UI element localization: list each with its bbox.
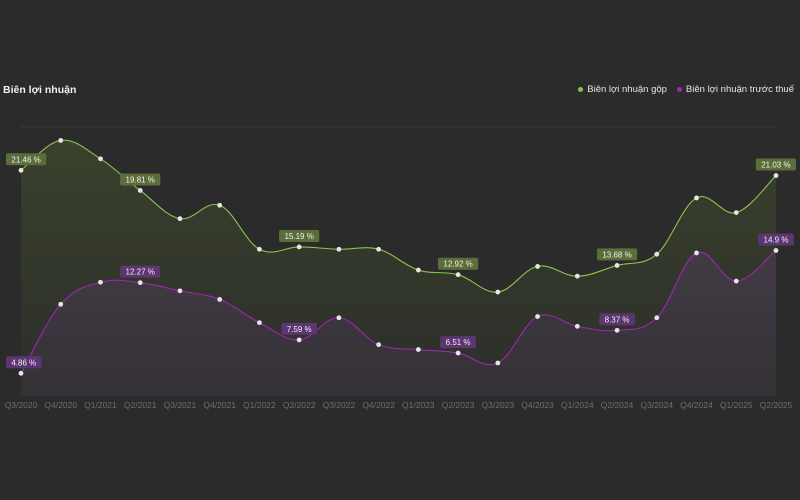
data-point-1-4[interactable] [177,288,183,294]
data-point-1-2[interactable] [98,279,103,285]
data-point-1-18[interactable] [733,278,739,284]
chart-title: Biên lợi nhuận [3,84,77,96]
legend: Biên lợi nhuận gộp Biên lợi nhuận trước … [578,84,794,95]
data-point-0-16[interactable] [654,251,660,257]
data-point-0-5[interactable] [217,202,223,208]
svg-text:12.27 %: 12.27 % [126,268,155,277]
svg-text:4.86 %: 4.86 % [11,358,36,367]
data-point-1-0[interactable] [18,370,24,376]
svg-text:8.37 %: 8.37 % [605,315,630,324]
data-point-0-17[interactable] [694,195,699,201]
x-tick-label-8: Q3/2022 [323,400,356,410]
x-tick-label-11: Q2/2023 [442,400,475,410]
data-point-1-13[interactable] [535,314,540,319]
data-point-0-7[interactable] [296,244,302,250]
data-label-1-11: 6.51 % [440,336,476,349]
data-point-1-5[interactable] [217,297,223,302]
data-point-1-7[interactable] [296,337,302,343]
legend-dot-pretax [676,87,682,92]
x-tick-label-18: Q1/2025 [720,400,753,410]
x-tick-label-0: Q3/2020 [5,400,38,410]
x-tick-label-12: Q3/2023 [482,400,515,410]
svg-text:15.19 %: 15.19 % [284,232,313,241]
data-point-1-8[interactable] [336,315,342,321]
legend-label-gross: Biên lợi nhuận gộp [587,84,667,95]
svg-text:21.03 %: 21.03 % [761,161,790,170]
x-tick-label-1: Q4/2020 [44,400,77,410]
data-point-0-11[interactable] [455,272,461,278]
svg-text:13.68 %: 13.68 % [602,250,631,259]
x-tick-label-16: Q3/2024 [640,400,673,410]
data-point-1-14[interactable] [574,323,580,329]
data-point-1-12[interactable] [495,360,501,366]
data-point-0-8[interactable] [336,246,342,252]
data-point-0-14[interactable] [574,273,580,279]
data-point-0-13[interactable] [535,263,540,269]
data-point-1-9[interactable] [376,342,382,348]
data-point-0-19[interactable] [773,173,779,178]
data-label-1-7: 7.59 % [281,322,317,335]
data-point-1-3[interactable] [137,280,143,286]
data-point-0-4[interactable] [177,216,183,222]
data-point-1-19[interactable] [773,248,779,253]
data-label-1-3: 12.27 % [120,265,161,278]
data-point-1-17[interactable] [694,250,699,256]
data-label-0-19: 21.03 % [755,158,796,171]
svg-text:6.51 %: 6.51 % [446,338,471,347]
data-point-1-1[interactable] [58,301,64,307]
svg-text:12.92 %: 12.92 % [443,260,472,269]
data-point-0-0[interactable] [18,167,24,173]
x-tick-label-17: Q4/2024 [680,400,713,410]
series-area-1 [21,250,776,396]
legend-dot-gross [578,87,584,92]
data-label-0-3: 19.81 % [120,173,161,186]
data-point-1-16[interactable] [654,315,660,321]
x-tick-label-2: Q1/2021 [84,400,117,410]
x-tick-label-9: Q4/2022 [362,400,395,410]
data-point-0-2[interactable] [98,156,103,162]
legend-item-pretax[interactable]: Biên lợi nhuận trước thuế [676,84,794,95]
svg-text:14.9 %: 14.9 % [764,235,789,244]
x-tick-label-13: Q4/2023 [521,400,554,410]
data-label-1-0: 4.86 % [6,356,42,369]
legend-label-pretax: Biên lợi nhuận trước thuế [685,84,794,95]
data-point-1-10[interactable] [415,347,421,352]
data-point-1-6[interactable] [257,320,262,326]
svg-text:21.46 %: 21.46 % [11,155,40,164]
data-point-0-1[interactable] [58,138,64,143]
data-point-0-15[interactable] [614,263,620,268]
x-tick-label-10: Q1/2023 [402,400,435,410]
x-tick-label-6: Q1/2022 [243,400,276,410]
data-label-0-11: 12.92 % [438,257,479,270]
legend-item-gross[interactable]: Biên lợi nhuận gộp [578,84,667,95]
data-label-1-19: 14.9 % [758,233,794,246]
data-point-0-6[interactable] [257,246,262,252]
x-tick-label-15: Q2/2024 [601,400,634,410]
x-tick-label-14: Q1/2024 [561,400,594,410]
data-point-0-9[interactable] [376,246,382,252]
x-tick-label-4: Q3/2021 [164,400,197,410]
x-tick-label-19: Q2/2025 [760,400,793,410]
data-label-1-15: 8.37 % [599,313,635,326]
data-label-0-0: 21.46 % [6,153,47,166]
svg-text:19.81 %: 19.81 % [126,175,155,184]
x-tick-label-7: Q2/2022 [283,400,316,410]
data-point-1-15[interactable] [614,327,620,333]
data-label-0-15: 13.68 % [596,248,638,261]
data-point-1-11[interactable] [455,350,461,356]
data-point-0-18[interactable] [733,210,739,215]
svg-text:7.59 %: 7.59 % [287,325,312,334]
x-tick-label-5: Q4/2021 [203,400,236,410]
data-point-0-3[interactable] [137,188,143,193]
data-point-0-12[interactable] [495,289,501,295]
x-tick-label-3: Q2/2021 [124,400,157,410]
data-point-0-10[interactable] [415,267,421,273]
data-label-0-7: 15.19 % [279,229,320,242]
